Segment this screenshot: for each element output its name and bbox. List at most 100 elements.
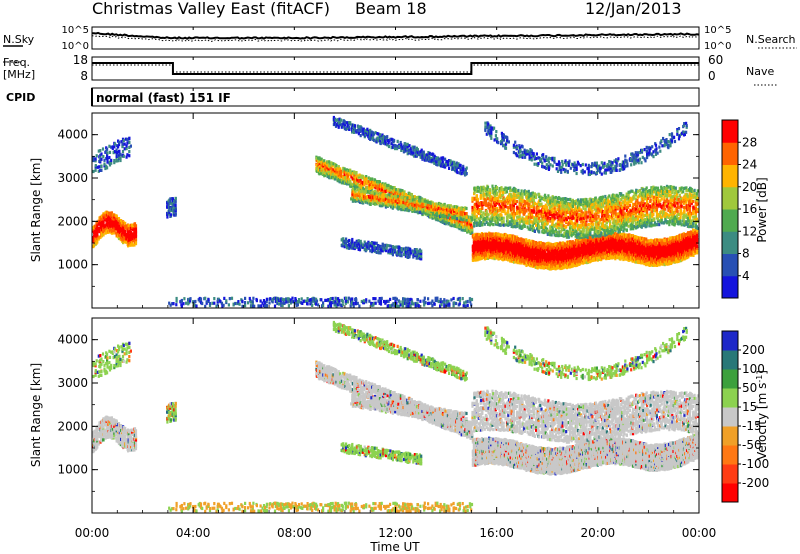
power-cell (420, 249, 423, 253)
power-cell (343, 170, 346, 174)
power-cell (360, 174, 363, 178)
power-cell (433, 154, 436, 158)
power-cell (167, 203, 170, 207)
power-cell (448, 159, 451, 163)
power-cell (100, 220, 103, 224)
power-cell (106, 155, 109, 159)
power-cell (328, 171, 331, 175)
power-cell (349, 184, 352, 188)
power-cell (104, 231, 107, 235)
power-cell (134, 227, 138, 231)
power-cell (471, 225, 474, 229)
power-cell (319, 161, 322, 165)
power-cell (455, 161, 458, 165)
noise-left-tick-top: 10^5 (62, 25, 89, 36)
power-cell (100, 152, 103, 156)
power-cell (393, 138, 396, 143)
power-cell (444, 165, 447, 169)
power-cell (377, 132, 380, 136)
power-cell (117, 154, 120, 158)
cpid-panel: CPID normal (fast) 151 IF (6, 87, 700, 107)
power-cell (332, 162, 335, 166)
power-cell (435, 162, 438, 166)
power-cell (117, 236, 121, 241)
power-cell (107, 213, 110, 217)
power-cell (363, 176, 366, 180)
power-cell (335, 167, 338, 172)
power-cell (344, 179, 347, 183)
power-cell (122, 225, 125, 229)
power-cell (128, 230, 131, 234)
power-cell (456, 224, 459, 228)
power-cell (416, 148, 419, 152)
power-cell (125, 237, 128, 241)
power-cell (383, 182, 386, 187)
power-cell (103, 218, 106, 222)
power-cell (401, 145, 404, 149)
power-cell (368, 183, 371, 187)
power-cell (319, 169, 322, 173)
power-cell (109, 224, 112, 228)
power-cell (320, 157, 323, 161)
power-cell (410, 150, 413, 154)
power-cell (353, 192, 357, 196)
power-cell (118, 230, 121, 234)
power-cell (121, 149, 125, 154)
power-cell (368, 187, 371, 191)
power-cell (115, 216, 118, 221)
power-cell (381, 133, 384, 137)
power-cell (351, 237, 354, 242)
power-cell (440, 164, 443, 168)
power-cell (340, 174, 343, 178)
power-cell (119, 238, 122, 242)
power-cell (390, 137, 393, 141)
power-cell (460, 222, 463, 226)
power-cell (315, 156, 318, 161)
power-cell (410, 152, 413, 156)
power-cell (350, 184, 353, 189)
power-cell (92, 169, 95, 174)
power-cell (350, 182, 353, 186)
power-cell (328, 169, 331, 174)
power-cell (403, 190, 406, 194)
noise-sky-line (91, 31, 700, 40)
power-cell (444, 217, 447, 221)
power-cell (412, 148, 415, 152)
power-cell (115, 150, 118, 155)
power-cell (96, 165, 99, 169)
power-cell (357, 191, 360, 195)
power-cell (387, 139, 391, 143)
power-cell (318, 172, 321, 176)
power-cell (362, 186, 365, 190)
power-cell (332, 122, 335, 127)
power-cell (111, 145, 114, 149)
power-cell (374, 189, 377, 194)
power-cell (106, 160, 109, 164)
power-cell (435, 218, 438, 222)
power-cell (166, 201, 169, 205)
power-cell (323, 159, 326, 163)
power-cell (106, 157, 109, 161)
power-cell (115, 214, 118, 218)
noise-left-tick-bottom: 10^0 (62, 41, 89, 52)
power-cell (387, 144, 391, 149)
power-cell (348, 127, 351, 131)
power-cell (390, 185, 393, 190)
power-cell (408, 148, 411, 152)
cpid-value: normal (fast) 151 IF (96, 91, 231, 105)
power-cell (384, 186, 387, 191)
power-cell (393, 190, 396, 194)
power-cell (389, 244, 392, 248)
power-cell (436, 163, 439, 167)
power-cell (324, 171, 327, 175)
power-cell (169, 201, 172, 205)
power-cell (396, 139, 399, 143)
power-cell (350, 175, 353, 179)
power-cell (402, 150, 405, 154)
power-cell (394, 188, 398, 192)
power-cell (422, 150, 425, 154)
power-cell (109, 216, 112, 220)
power-cell (349, 169, 352, 173)
power-cell (386, 135, 389, 139)
power-cell (356, 195, 359, 199)
